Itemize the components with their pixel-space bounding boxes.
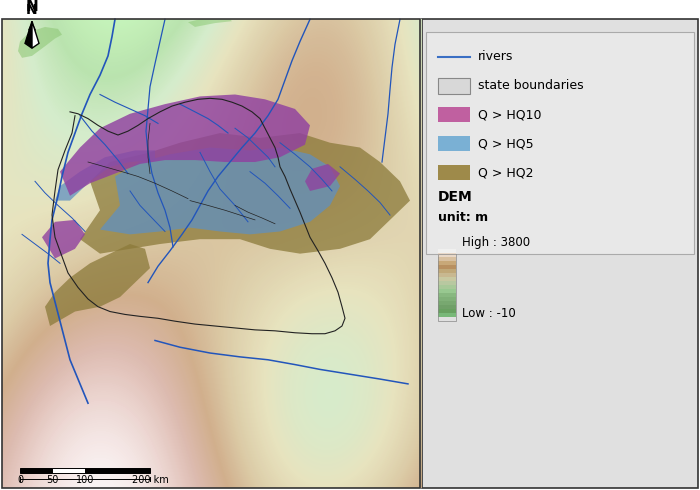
Bar [52, 468, 85, 473]
Polygon shape [100, 147, 340, 234]
Polygon shape [18, 27, 62, 58]
Bar [438, 273, 456, 277]
Text: state boundaries: state boundaries [478, 79, 584, 92]
Text: Low : -10: Low : -10 [462, 307, 516, 320]
Bar [438, 249, 456, 254]
Text: Q > HQ5: Q > HQ5 [478, 137, 533, 150]
Polygon shape [42, 220, 85, 259]
Bar [438, 313, 456, 317]
Text: Q > HQ2: Q > HQ2 [478, 166, 533, 179]
Bar [85, 468, 150, 473]
Bar [438, 281, 456, 286]
Polygon shape [80, 133, 410, 254]
Bar [438, 78, 470, 94]
Polygon shape [188, 19, 232, 27]
Bar [438, 257, 456, 262]
Bar [438, 253, 456, 258]
Polygon shape [45, 244, 150, 326]
Bar [438, 277, 456, 281]
Bar [438, 107, 470, 122]
Bar [438, 309, 456, 313]
Polygon shape [25, 21, 32, 48]
Text: 100: 100 [76, 475, 94, 485]
Text: N: N [26, 3, 38, 17]
Text: 50: 50 [46, 475, 58, 485]
Text: 0: 0 [17, 475, 23, 485]
Bar [426, 32, 694, 254]
Bar [438, 301, 456, 305]
Bar [438, 165, 470, 180]
Text: DEM: DEM [438, 190, 472, 204]
Bar [438, 261, 456, 266]
Bar [438, 136, 470, 151]
Bar [438, 254, 456, 321]
Text: rivers: rivers [478, 50, 513, 63]
Polygon shape [32, 21, 39, 48]
Bar [438, 293, 456, 297]
Bar [2, 19, 420, 488]
Bar [438, 265, 456, 270]
Text: unit: m: unit: m [438, 212, 488, 224]
Bar [438, 297, 456, 301]
Bar [438, 269, 456, 273]
Polygon shape [55, 150, 155, 200]
Text: 200 km: 200 km [132, 475, 169, 485]
Polygon shape [305, 164, 340, 191]
Bar [438, 289, 456, 294]
Bar [438, 285, 456, 290]
Polygon shape [60, 95, 310, 196]
Text: N: N [26, 0, 38, 14]
Text: High : 3800: High : 3800 [462, 236, 530, 248]
Bar [20, 468, 52, 473]
Bar [438, 305, 456, 309]
Text: Q > HQ10: Q > HQ10 [478, 108, 542, 121]
Bar [422, 19, 698, 488]
